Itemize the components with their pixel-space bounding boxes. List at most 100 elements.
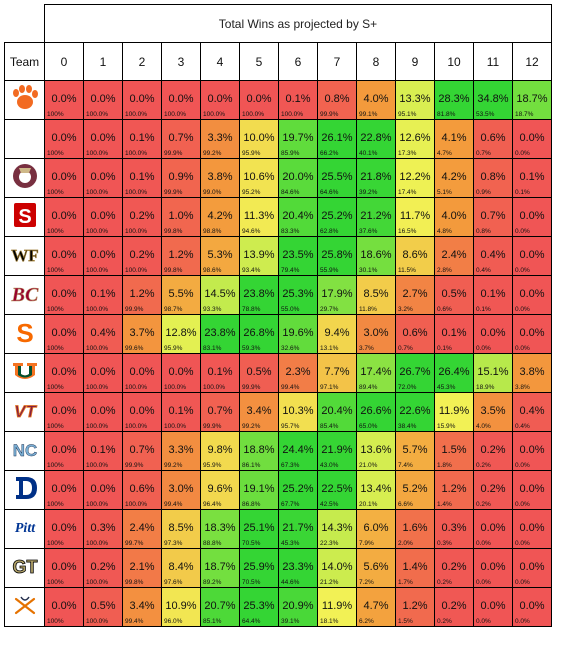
cumulative-probability-value: 0.0% bbox=[515, 618, 530, 625]
probability-cell: 5.2% 6.6% bbox=[395, 470, 435, 510]
team-row: 0.0% 100% 0.5% 100.0% 3.4% 99.4% 10.9% 96.0% 20.… bbox=[4, 587, 552, 627]
probability-cell: 8.5% 97.3% bbox=[161, 509, 201, 549]
probability-cell: 25.2% 67.7% bbox=[278, 470, 318, 510]
team-row: VT 0.0% 100% 0.0% 100.0% 0.0% 100.0% 0.1% 100.0%… bbox=[4, 392, 552, 432]
win-probability-value: 0.4% bbox=[90, 327, 116, 339]
probability-cell: 0.0% 100.0% bbox=[161, 353, 201, 393]
team-row: WF 0.0% 100% 0.0% 100.0% 0.2% 100.0% 1.2% 99.8% 5… bbox=[4, 236, 552, 276]
probability-cell: 0.0% 100% bbox=[44, 197, 84, 237]
win-probability-value: 0.0% bbox=[480, 522, 506, 534]
probability-cell: 0.0% 100.0% bbox=[83, 470, 123, 510]
cumulative-probability-value: 0.0% bbox=[515, 150, 530, 157]
probability-cell: 2.3% 99.4% bbox=[278, 353, 318, 393]
probability-cell: 18.7% 89.2% bbox=[200, 548, 240, 588]
win-probability-value: 0.0% bbox=[90, 171, 116, 183]
win-probability-value: 9.8% bbox=[207, 444, 233, 456]
cumulative-probability-value: 100.0% bbox=[86, 228, 109, 235]
team-row: Pitt 0.0% 100% 0.3% 100.0% 2.4% 99.7% 8.5% 97.3%… bbox=[4, 509, 552, 549]
cumulative-probability-value: 100.0% bbox=[86, 384, 109, 391]
win-probability-value: 0.0% bbox=[90, 405, 116, 417]
probability-cell: 1.6% 2.0% bbox=[395, 509, 435, 549]
svg-text:GT: GT bbox=[12, 557, 37, 577]
win-probability-value: 1.5% bbox=[441, 444, 467, 456]
cumulative-probability-value: 86.8% bbox=[242, 501, 261, 508]
probability-cell: 0.0% 100% bbox=[44, 158, 84, 198]
cumulative-probability-value: 99.9% bbox=[164, 189, 183, 196]
cumulative-probability-value: 0.4% bbox=[515, 423, 530, 430]
probability-cell: 0.0% 100.0% bbox=[239, 80, 279, 120]
probability-cell: 0.1% 0.1% bbox=[512, 158, 552, 198]
win-probability-value: 0.0% bbox=[519, 249, 545, 261]
north-carolina-nc-icon: NC bbox=[10, 440, 40, 467]
cumulative-probability-value: 53.5% bbox=[476, 111, 495, 118]
win-probability-value: 0.2% bbox=[441, 561, 467, 573]
cumulative-probability-value: 99.9% bbox=[320, 111, 339, 118]
probability-cell: 19.1% 86.8% bbox=[239, 470, 279, 510]
win-probability-value: 11.3% bbox=[243, 210, 275, 222]
probability-cell: 11.3% 94.6% bbox=[239, 197, 279, 237]
cumulative-probability-value: 100.0% bbox=[125, 111, 148, 118]
duke-d-logo-cell bbox=[4, 470, 45, 510]
win-probability-value: 0.0% bbox=[90, 93, 116, 105]
cumulative-probability-value: 11.8% bbox=[359, 306, 377, 313]
win-probability-value: 0.0% bbox=[480, 600, 506, 612]
cumulative-probability-value: 4.0% bbox=[476, 423, 491, 430]
team-row: GT 0.0% 100% 0.2% 100.0% 2.1% 99.8% 8.4% 97.6% 18… bbox=[4, 548, 552, 588]
probability-cell: 22.6% 38.4% bbox=[395, 392, 435, 432]
probability-cell: 0.4% 0.4% bbox=[473, 236, 513, 276]
win-probability-value: 0.2% bbox=[129, 210, 155, 222]
cumulative-probability-value: 17.3% bbox=[398, 150, 417, 157]
win-probability-value: 0.7% bbox=[129, 444, 155, 456]
cumulative-probability-value: 79.4% bbox=[281, 267, 300, 274]
probability-cell: 23.8% 78.8% bbox=[239, 275, 279, 315]
win-probability-value: 10.0% bbox=[243, 132, 275, 144]
cumulative-probability-value: 0.2% bbox=[437, 579, 452, 586]
cumulative-probability-value: 0.9% bbox=[476, 189, 491, 196]
probability-cell: 18.3% 88.8% bbox=[200, 509, 240, 549]
probability-cell: 3.3% 99.2% bbox=[161, 431, 201, 471]
probability-cell: 0.6% 0.7% bbox=[473, 119, 513, 159]
probability-cell: 0.0% 0.0% bbox=[512, 197, 552, 237]
cumulative-probability-value: 39.2% bbox=[359, 189, 378, 196]
win-probability-value: 4.0% bbox=[363, 93, 389, 105]
win-probability-value: 0.0% bbox=[207, 93, 233, 105]
probability-cell: 22.5% 42.5% bbox=[317, 470, 357, 510]
win-probability-value: 23.8% bbox=[243, 288, 275, 300]
probability-cell: 0.5% 100.0% bbox=[83, 587, 123, 627]
wins-column-header: 2 bbox=[122, 42, 162, 81]
cumulative-probability-value: 96.4% bbox=[203, 501, 222, 508]
probability-cell: 25.2% 62.8% bbox=[317, 197, 357, 237]
probability-cell: 8.6% 11.5% bbox=[395, 236, 435, 276]
win-probability-value: 21.7% bbox=[282, 522, 314, 534]
cumulative-probability-value: 100.0% bbox=[86, 111, 109, 118]
probability-cell: 0.1% 100.0% bbox=[83, 431, 123, 471]
cumulative-probability-value: 100.0% bbox=[125, 501, 148, 508]
svg-text:Pitt: Pitt bbox=[14, 521, 35, 536]
cumulative-probability-value: 100.0% bbox=[203, 384, 226, 391]
win-probability-value: 23.3% bbox=[282, 561, 314, 573]
team-row: 0.0% 100% 0.0% 100.0% 0.0% 100.0% 0.0% 100.0% 0.… bbox=[4, 80, 552, 120]
cumulative-probability-value: 7.9% bbox=[359, 540, 374, 547]
probability-cell: 1.0% 99.8% bbox=[161, 197, 201, 237]
probability-cell: 0.8% 99.9% bbox=[317, 80, 357, 120]
probability-cell: 19.6% 32.6% bbox=[278, 314, 318, 354]
probability-cell: 3.8% 99.0% bbox=[200, 158, 240, 198]
win-probability-value: 5.7% bbox=[402, 444, 428, 456]
cumulative-probability-value: 95.1% bbox=[398, 111, 417, 118]
cumulative-probability-value: 99.9% bbox=[164, 150, 183, 157]
cumulative-probability-value: 42.5% bbox=[320, 501, 339, 508]
win-probability-value: 0.0% bbox=[129, 366, 155, 378]
cumulative-probability-value: 4.8% bbox=[437, 228, 452, 235]
probability-cell: 1.2% 99.9% bbox=[122, 275, 162, 315]
win-probability-value: 26.8% bbox=[243, 327, 275, 339]
probability-cell: 0.0% 100.0% bbox=[200, 80, 240, 120]
cumulative-probability-value: 100.0% bbox=[86, 462, 109, 469]
cumulative-probability-value: 86.1% bbox=[242, 462, 261, 469]
win-probability-value: 13.9% bbox=[243, 249, 275, 261]
cumulative-probability-value: 95.9% bbox=[203, 462, 222, 469]
cumulative-probability-value: 100.0% bbox=[125, 423, 148, 430]
win-probability-value: 8.5% bbox=[168, 522, 194, 534]
cumulative-probability-value: 66.2% bbox=[320, 150, 339, 157]
win-probability-value: 0.0% bbox=[519, 483, 545, 495]
probability-cell: 21.8% 39.2% bbox=[356, 158, 396, 198]
